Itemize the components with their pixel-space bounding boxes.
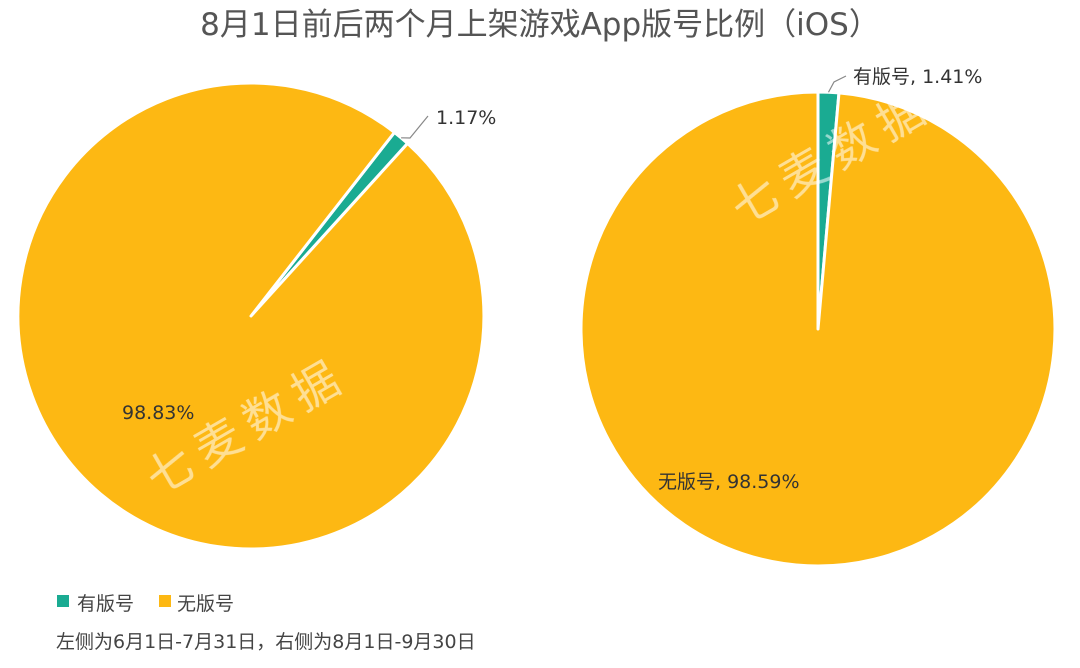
data-label-licensed: 1.17% xyxy=(436,107,496,129)
legend-swatch-unlicensed xyxy=(159,595,171,607)
data-label-unlicensed: 无版号, 98.59% xyxy=(658,471,800,493)
legend: 有版号 无版号 xyxy=(57,593,234,615)
pie-chart-right: 有版号, 1.41% 无版号, 98.59% xyxy=(579,66,1057,568)
legend-label-licensed: 有版号 xyxy=(77,593,134,615)
legend-label-unlicensed: 无版号 xyxy=(177,593,234,615)
pie-slice-unlicensed xyxy=(579,90,1057,568)
data-label-unlicensed: 98.83% xyxy=(122,402,194,424)
leader-line xyxy=(401,115,429,139)
data-label-licensed: 有版号, 1.41% xyxy=(853,66,982,88)
footnote: 左侧为6月1日-7月31日，右侧为8月1日-9月30日 xyxy=(56,631,476,653)
leader-line xyxy=(827,75,847,93)
pie-chart-left: 1.17% 98.83% xyxy=(16,81,496,551)
pie-slice-unlicensed xyxy=(16,81,486,551)
chart-title: 8月1日前后两个月上架游戏App版号比例（iOS） xyxy=(200,7,880,43)
legend-swatch-licensed xyxy=(57,595,69,607)
